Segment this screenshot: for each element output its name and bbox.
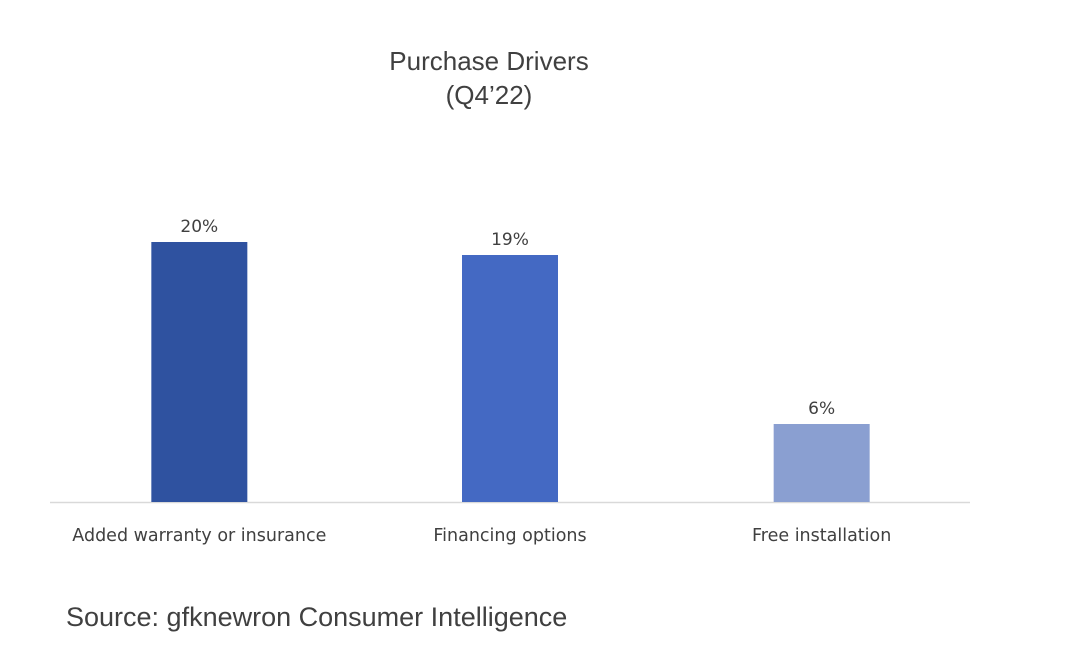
category-label-1: Financing options	[433, 526, 586, 546]
bar-0	[151, 242, 248, 502]
chart-title-block: Purchase Drivers (Q4’22)	[0, 44, 978, 112]
bar-1	[462, 255, 558, 502]
chart-title: Purchase Drivers	[389, 46, 589, 76]
chart-subtitle: (Q4’22)	[445, 80, 533, 110]
data-label-1: 19%	[491, 230, 529, 250]
category-label-2: Free installation	[752, 526, 891, 546]
bar-2	[773, 424, 870, 502]
source-note: Source: gfknewron Consumer Intelligence	[66, 602, 568, 632]
data-label-2: 6%	[808, 399, 835, 419]
category-label-0: Added warranty or insurance	[72, 526, 326, 546]
data-label-0: 20%	[180, 217, 218, 237]
